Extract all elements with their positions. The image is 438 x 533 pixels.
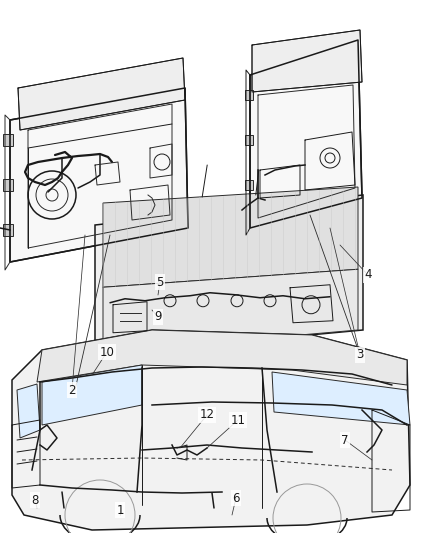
Polygon shape: [95, 195, 363, 355]
Text: 1: 1: [116, 504, 124, 516]
Polygon shape: [272, 372, 410, 425]
Bar: [245, 180, 253, 190]
Text: 4: 4: [364, 269, 372, 281]
Text: 3: 3: [356, 349, 364, 361]
Bar: [245, 135, 253, 145]
Polygon shape: [37, 330, 407, 385]
Polygon shape: [103, 187, 358, 287]
Text: 6: 6: [232, 491, 240, 505]
Bar: [3, 179, 13, 191]
Text: 11: 11: [230, 414, 246, 426]
Text: 10: 10: [99, 345, 114, 359]
Text: 9: 9: [154, 311, 162, 324]
Polygon shape: [12, 330, 410, 530]
Text: 12: 12: [199, 408, 215, 422]
Text: 7: 7: [341, 433, 349, 447]
Polygon shape: [10, 88, 188, 262]
Bar: [245, 90, 253, 100]
Text: 8: 8: [31, 494, 39, 506]
Polygon shape: [250, 40, 362, 228]
Polygon shape: [42, 365, 142, 425]
Polygon shape: [252, 30, 362, 92]
Text: 5: 5: [156, 276, 164, 288]
Bar: [3, 134, 13, 146]
Bar: [3, 224, 13, 236]
Polygon shape: [18, 58, 185, 130]
Polygon shape: [17, 384, 40, 438]
Text: 2: 2: [68, 384, 76, 397]
Polygon shape: [103, 269, 358, 352]
